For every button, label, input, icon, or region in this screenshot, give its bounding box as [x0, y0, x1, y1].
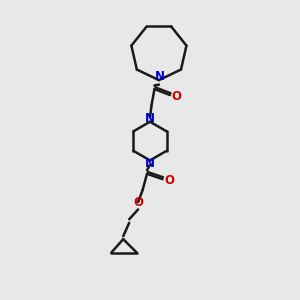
- Text: O: O: [172, 90, 182, 103]
- Text: O: O: [133, 196, 143, 209]
- Text: N: N: [144, 112, 154, 125]
- Text: N: N: [144, 158, 154, 170]
- Text: O: O: [164, 174, 174, 187]
- Text: N: N: [154, 70, 164, 83]
